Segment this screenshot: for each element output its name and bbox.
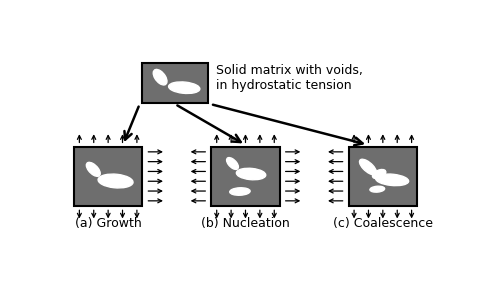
Bar	[349, 147, 417, 205]
Ellipse shape	[227, 158, 239, 169]
Bar	[74, 147, 142, 205]
Text: Solid matrix with voids,
in hydrostatic tension: Solid matrix with voids, in hydrostatic …	[216, 64, 363, 92]
Text: (a) Growth: (a) Growth	[75, 217, 141, 230]
Text: (b) Nucleation: (b) Nucleation	[201, 217, 290, 230]
Ellipse shape	[236, 168, 266, 180]
Bar	[211, 147, 280, 205]
Text: (c) Coalescence: (c) Coalescence	[333, 217, 433, 230]
Ellipse shape	[169, 82, 200, 93]
Ellipse shape	[98, 174, 133, 188]
Ellipse shape	[376, 174, 409, 186]
Ellipse shape	[230, 188, 250, 195]
Bar	[142, 63, 208, 103]
Ellipse shape	[86, 162, 100, 176]
Ellipse shape	[370, 186, 385, 192]
Ellipse shape	[360, 159, 376, 175]
Ellipse shape	[373, 169, 386, 178]
Ellipse shape	[153, 69, 167, 85]
